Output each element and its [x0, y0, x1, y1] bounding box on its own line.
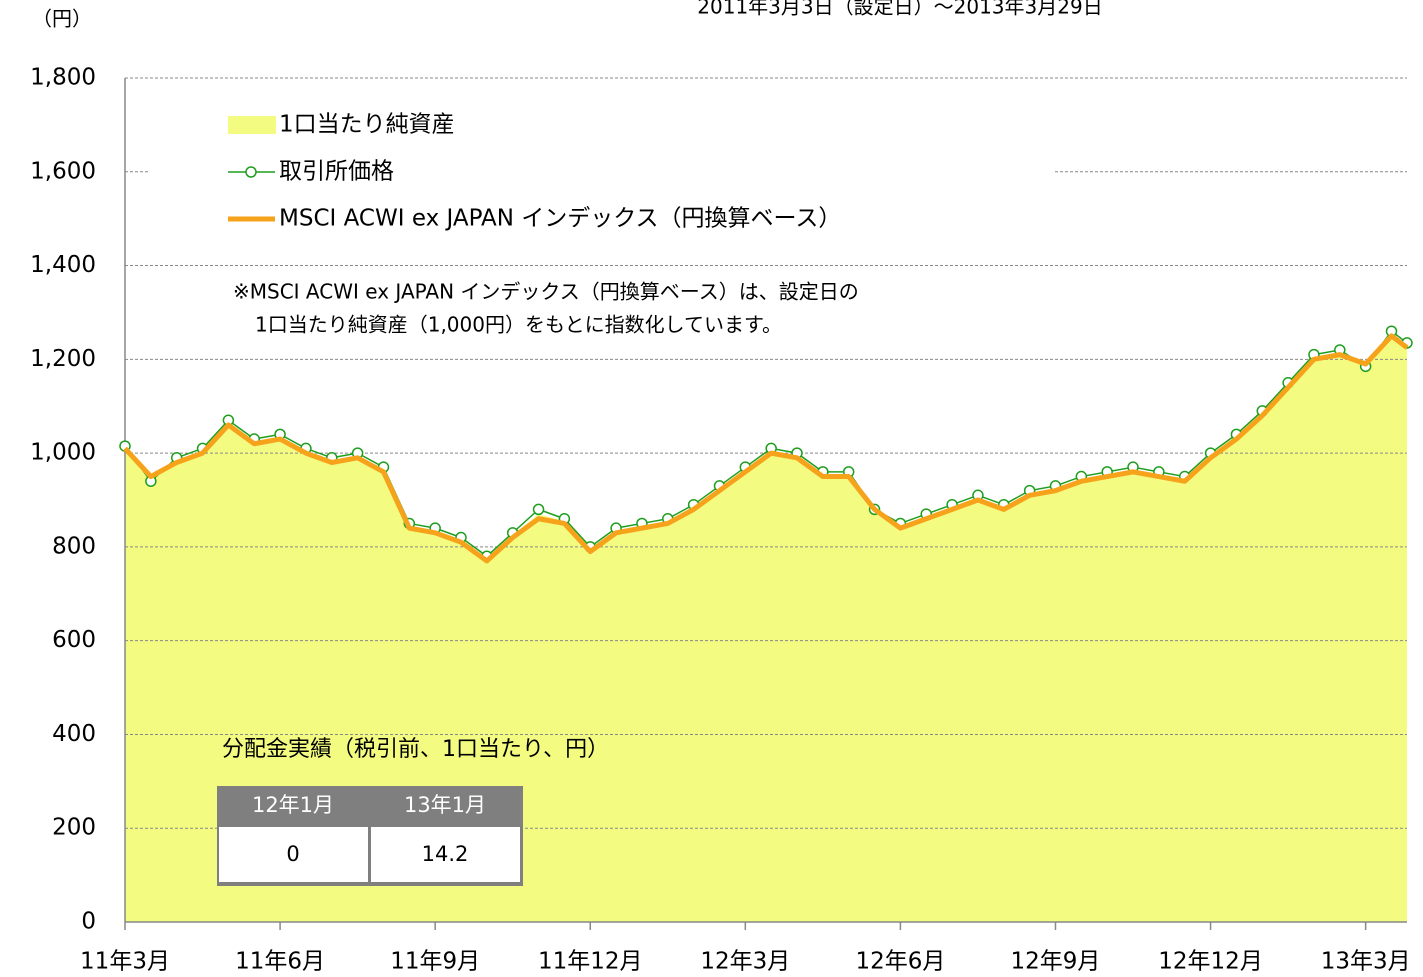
y-tick-label: 800 — [52, 533, 96, 559]
legend-swatch — [228, 116, 276, 134]
x-tick-label: 12年9月 — [1011, 949, 1101, 975]
annotation: ※MSCI ACWI ex JAPAN インデックス（円換算ベース）は、設定日の — [233, 280, 859, 304]
legend-swatch — [245, 166, 257, 178]
legend-label: 1口当たり純資産 — [279, 112, 455, 138]
price-marker — [532, 503, 545, 516]
x-tick-label: 11年12月 — [538, 949, 643, 975]
index-line — [123, 333, 1409, 564]
dividend-cell — [371, 827, 520, 882]
legend-label: MSCI ACWI ex JAPAN インデックス（円換算ベース） — [279, 206, 841, 232]
y-tick-label: 1,400 — [30, 252, 96, 278]
dividend-header: 12年1月 — [252, 793, 334, 817]
dividend-cell — [219, 827, 368, 882]
y-tick-label: 1,800 — [30, 65, 96, 91]
y-tick-label: 0 — [81, 909, 96, 935]
dividend-header: 13年1月 — [404, 793, 486, 817]
dividend-value: 0 — [286, 842, 299, 866]
x-tick-label: 12年12月 — [1158, 949, 1263, 975]
y-tick-label: 400 — [52, 721, 96, 747]
x-tick-label: 11年6月 — [235, 949, 325, 975]
y-tick-label: 1,000 — [30, 440, 96, 466]
x-tick-label: 13年3月 — [1321, 949, 1411, 975]
y-unit: （円） — [32, 7, 92, 31]
y-tick-label: 200 — [52, 815, 96, 841]
x-tick-label: 12年6月 — [855, 949, 945, 975]
x-tick-label: 11年3月 — [80, 949, 170, 975]
dividend-value: 14.2 — [422, 842, 469, 866]
y-tick-label: 600 — [52, 627, 96, 653]
y-tick-label: 1,200 — [30, 346, 96, 372]
legend-label: 取引所価格 — [279, 159, 394, 185]
annotation: 1口当たり純資産（1,000円）をもとに指数化しています。 — [255, 313, 782, 337]
chart-title: 2011年3月3日（設定日）～2013年3月29日 — [697, 0, 1102, 19]
dividend-title: 分配金実績（税引前、1口当たり、円） — [222, 737, 609, 762]
legend-box — [150, 100, 1055, 240]
x-tick-label: 12年3月 — [700, 949, 790, 975]
x-tick-label: 11年9月 — [390, 949, 480, 975]
y-tick-label: 1,600 — [30, 158, 96, 184]
